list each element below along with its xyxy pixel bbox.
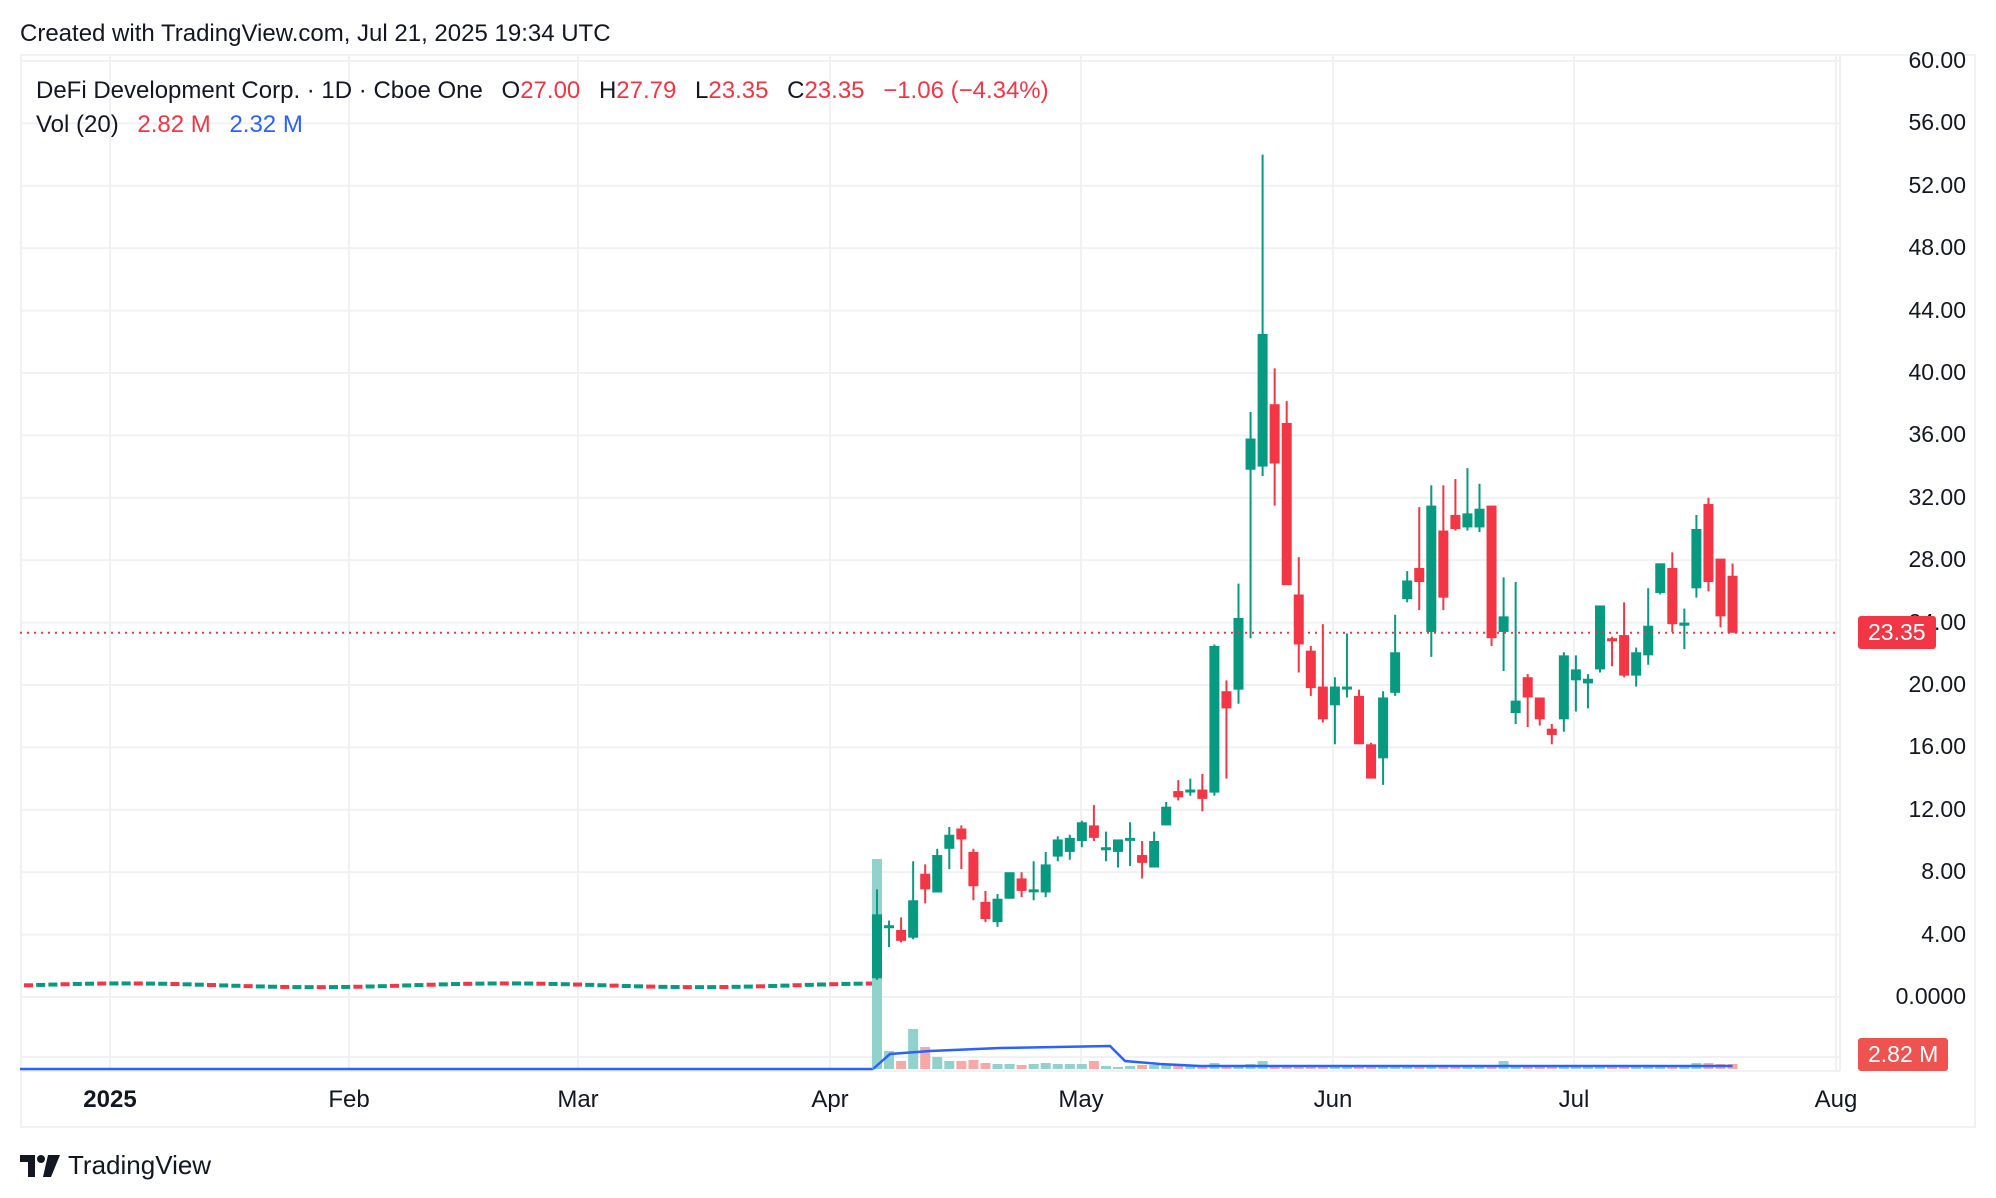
close-value: 23.35 bbox=[804, 77, 865, 104]
time-axis-label: Feb bbox=[328, 1086, 370, 1113]
time-axis-label: Jun bbox=[1313, 1086, 1353, 1113]
price-axis-label: 12.00 bbox=[1908, 795, 1966, 822]
open-value: 27.00 bbox=[520, 77, 581, 104]
price-axis-label: 36.00 bbox=[1908, 421, 1966, 448]
price-axis-label: 16.00 bbox=[1908, 733, 1966, 760]
change-value: −1.06 (−4.34%) bbox=[883, 77, 1049, 104]
price-axis-label: 4.00 bbox=[1921, 920, 1966, 947]
tradingview-brand: TradingView bbox=[68, 1150, 212, 1180]
high-value: 27.79 bbox=[616, 77, 677, 104]
time-axis-label: Aug bbox=[1814, 1086, 1858, 1113]
price-axis-label: 40.00 bbox=[1908, 359, 1966, 385]
volume-row: Vol (20) 2.82 M 2.32 M bbox=[36, 108, 1049, 142]
price-axis-label: 8.00 bbox=[1921, 858, 1966, 885]
ohlc-row: DeFi Development Corp. · 1D · Cboe One O… bbox=[36, 74, 1049, 108]
price-axis-label: 0.0000 bbox=[1895, 983, 1966, 1009]
time-axis-label: 2025 bbox=[83, 1086, 137, 1113]
price-axis-label: 56.00 bbox=[1908, 109, 1966, 136]
price-axis-label: 32.00 bbox=[1908, 483, 1966, 510]
tradingview-logo-icon bbox=[20, 1154, 60, 1177]
symbol-label[interactable]: DeFi Development Corp. · 1D · Cboe One bbox=[36, 77, 483, 104]
price-axis-label: 48.00 bbox=[1908, 234, 1966, 261]
volume-ma-value: 2.32 M bbox=[229, 111, 303, 138]
last-price-tag: 23.35 bbox=[1858, 615, 1936, 649]
time-axis-label: May bbox=[1058, 1086, 1104, 1113]
chart-legend: DeFi Development Corp. · 1D · Cboe One O… bbox=[36, 74, 1049, 142]
price-axis-label: 44.00 bbox=[1908, 296, 1966, 323]
time-axis-label: Apr bbox=[811, 1086, 849, 1113]
volume-tag: 2.82 M bbox=[1858, 1038, 1949, 1071]
volume-label[interactable]: Vol (20) bbox=[36, 111, 119, 138]
price-axis-label: 28.00 bbox=[1908, 546, 1966, 573]
tradingview-logo[interactable]: TradingView bbox=[20, 1150, 211, 1181]
price-axis-label: 52.00 bbox=[1908, 171, 1966, 198]
time-axis-label: Jul bbox=[1558, 1086, 1590, 1113]
chart-frame bbox=[20, 54, 1976, 1128]
high-label: H bbox=[598, 77, 617, 104]
low-label: L bbox=[695, 77, 709, 104]
close-label: C bbox=[787, 77, 805, 104]
time-axis-label: Mar bbox=[557, 1086, 599, 1113]
price-axis-label: 20.00 bbox=[1908, 671, 1966, 697]
price-axis-label: 60.00 bbox=[1908, 47, 1966, 73]
low-value: 23.35 bbox=[708, 77, 769, 104]
open-label: O bbox=[501, 77, 521, 104]
volume-value: 2.82 M bbox=[137, 111, 211, 138]
created-with-caption: Created with TradingView.com, Jul 21, 20… bbox=[20, 20, 611, 47]
